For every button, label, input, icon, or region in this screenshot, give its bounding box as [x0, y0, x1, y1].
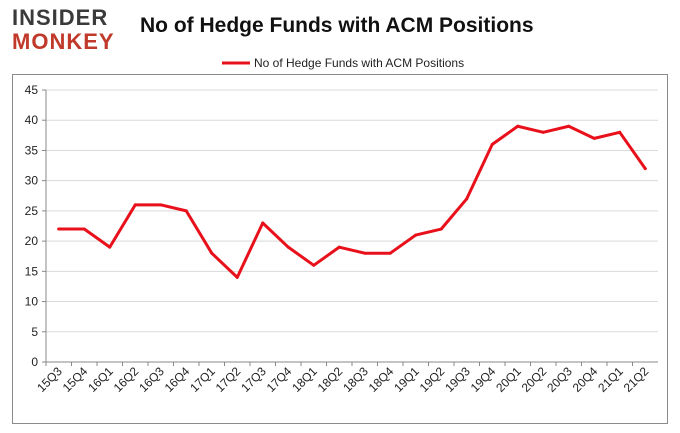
- data-point-19Q1: [414, 233, 418, 237]
- x-tick-label-20Q3: 20Q3: [544, 364, 575, 395]
- y-tick-label-5: 5: [31, 325, 38, 339]
- data-point-21Q2: [643, 167, 647, 171]
- data-point-15Q3: [57, 227, 61, 231]
- data-point-16Q2: [133, 203, 137, 207]
- data-point-19Q2: [439, 227, 443, 231]
- data-point-20Q2: [541, 130, 545, 134]
- x-tick-label-18Q2: 18Q2: [315, 364, 346, 395]
- data-point-17Q2: [235, 275, 239, 279]
- x-tick-label-21Q1: 21Q1: [595, 364, 626, 395]
- chart-title: No of Hedge Funds with ACM Positions: [140, 14, 534, 37]
- x-tick-label-19Q1: 19Q1: [391, 364, 422, 395]
- data-point-20Q1: [516, 124, 520, 128]
- x-tick-label-16Q3: 16Q3: [136, 364, 167, 395]
- logo-line-insider: INSIDER: [12, 5, 109, 30]
- data-point-16Q1: [108, 245, 112, 249]
- logo-line-monkey: MONKEY: [12, 29, 115, 54]
- data-point-17Q4: [286, 245, 290, 249]
- x-tick-label-17Q3: 17Q3: [238, 364, 269, 395]
- data-point-16Q3: [159, 203, 163, 207]
- x-tick-label-21Q2: 21Q2: [621, 364, 652, 395]
- grid-lines: [46, 89, 658, 363]
- legend: No of Hedge Funds with ACM Positions: [222, 56, 464, 70]
- data-point-18Q1: [312, 263, 316, 267]
- x-tick-label-18Q4: 18Q4: [366, 364, 397, 395]
- x-tick-label-17Q2: 17Q2: [213, 364, 244, 395]
- x-tick-label-16Q1: 16Q1: [85, 364, 116, 395]
- x-tick-label-20Q4: 20Q4: [570, 364, 601, 395]
- y-tick-label-35: 35: [25, 143, 39, 157]
- x-tick-label-17Q1: 17Q1: [187, 364, 218, 395]
- insider-monkey-logo: INSIDER MONKEY: [12, 6, 130, 56]
- data-point-19Q4: [490, 142, 494, 146]
- x-axis-ticks: 15Q315Q416Q116Q216Q316Q417Q117Q217Q317Q4…: [34, 362, 652, 395]
- y-tick-label-40: 40: [25, 113, 39, 127]
- data-point-17Q3: [261, 221, 265, 225]
- data-point-15Q4: [82, 227, 86, 231]
- legend-label: No of Hedge Funds with ACM Positions: [254, 56, 464, 70]
- data-point-20Q4: [592, 136, 596, 140]
- y-tick-label-15: 15: [25, 264, 39, 278]
- data-point-17Q1: [210, 251, 214, 255]
- chart-frame: [12, 74, 668, 424]
- data-point-20Q3: [567, 124, 571, 128]
- y-tick-label-45: 45: [25, 83, 39, 97]
- data-point-18Q2: [337, 245, 341, 249]
- data-point-18Q3: [363, 251, 367, 255]
- x-tick-label-20Q1: 20Q1: [493, 364, 524, 395]
- y-tick-label-30: 30: [25, 174, 39, 188]
- series-layer: [57, 124, 647, 279]
- y-axis-ticks: 0 5 10 15 20 25 30 35 40 45: [25, 83, 658, 369]
- x-tick-label-19Q2: 19Q2: [417, 364, 448, 395]
- x-tick-label-15Q4: 15Q4: [60, 364, 91, 395]
- y-tick-label-20: 20: [25, 234, 39, 248]
- data-point-16Q4: [184, 209, 188, 213]
- x-tick-label-18Q3: 18Q3: [340, 364, 371, 395]
- data-point-21Q1: [618, 130, 622, 134]
- y-tick-label-10: 10: [25, 295, 39, 309]
- y-tick-label-25: 25: [25, 204, 39, 218]
- x-tick-label-20Q2: 20Q2: [519, 364, 550, 395]
- x-tick-label-18Q1: 18Q1: [289, 364, 320, 395]
- x-tick-label-15Q3: 15Q3: [34, 364, 65, 395]
- y-tick-label-0: 0: [31, 355, 38, 369]
- data-point-19Q3: [465, 197, 469, 201]
- x-tick-label-16Q4: 16Q4: [162, 364, 193, 395]
- x-tick-label-16Q2: 16Q2: [111, 364, 142, 395]
- data-point-18Q4: [388, 251, 392, 255]
- x-tick-label-17Q4: 17Q4: [264, 364, 295, 395]
- x-tick-label-19Q3: 19Q3: [442, 364, 473, 395]
- series-line-0: [57, 124, 647, 279]
- x-tick-label-19Q4: 19Q4: [468, 364, 499, 395]
